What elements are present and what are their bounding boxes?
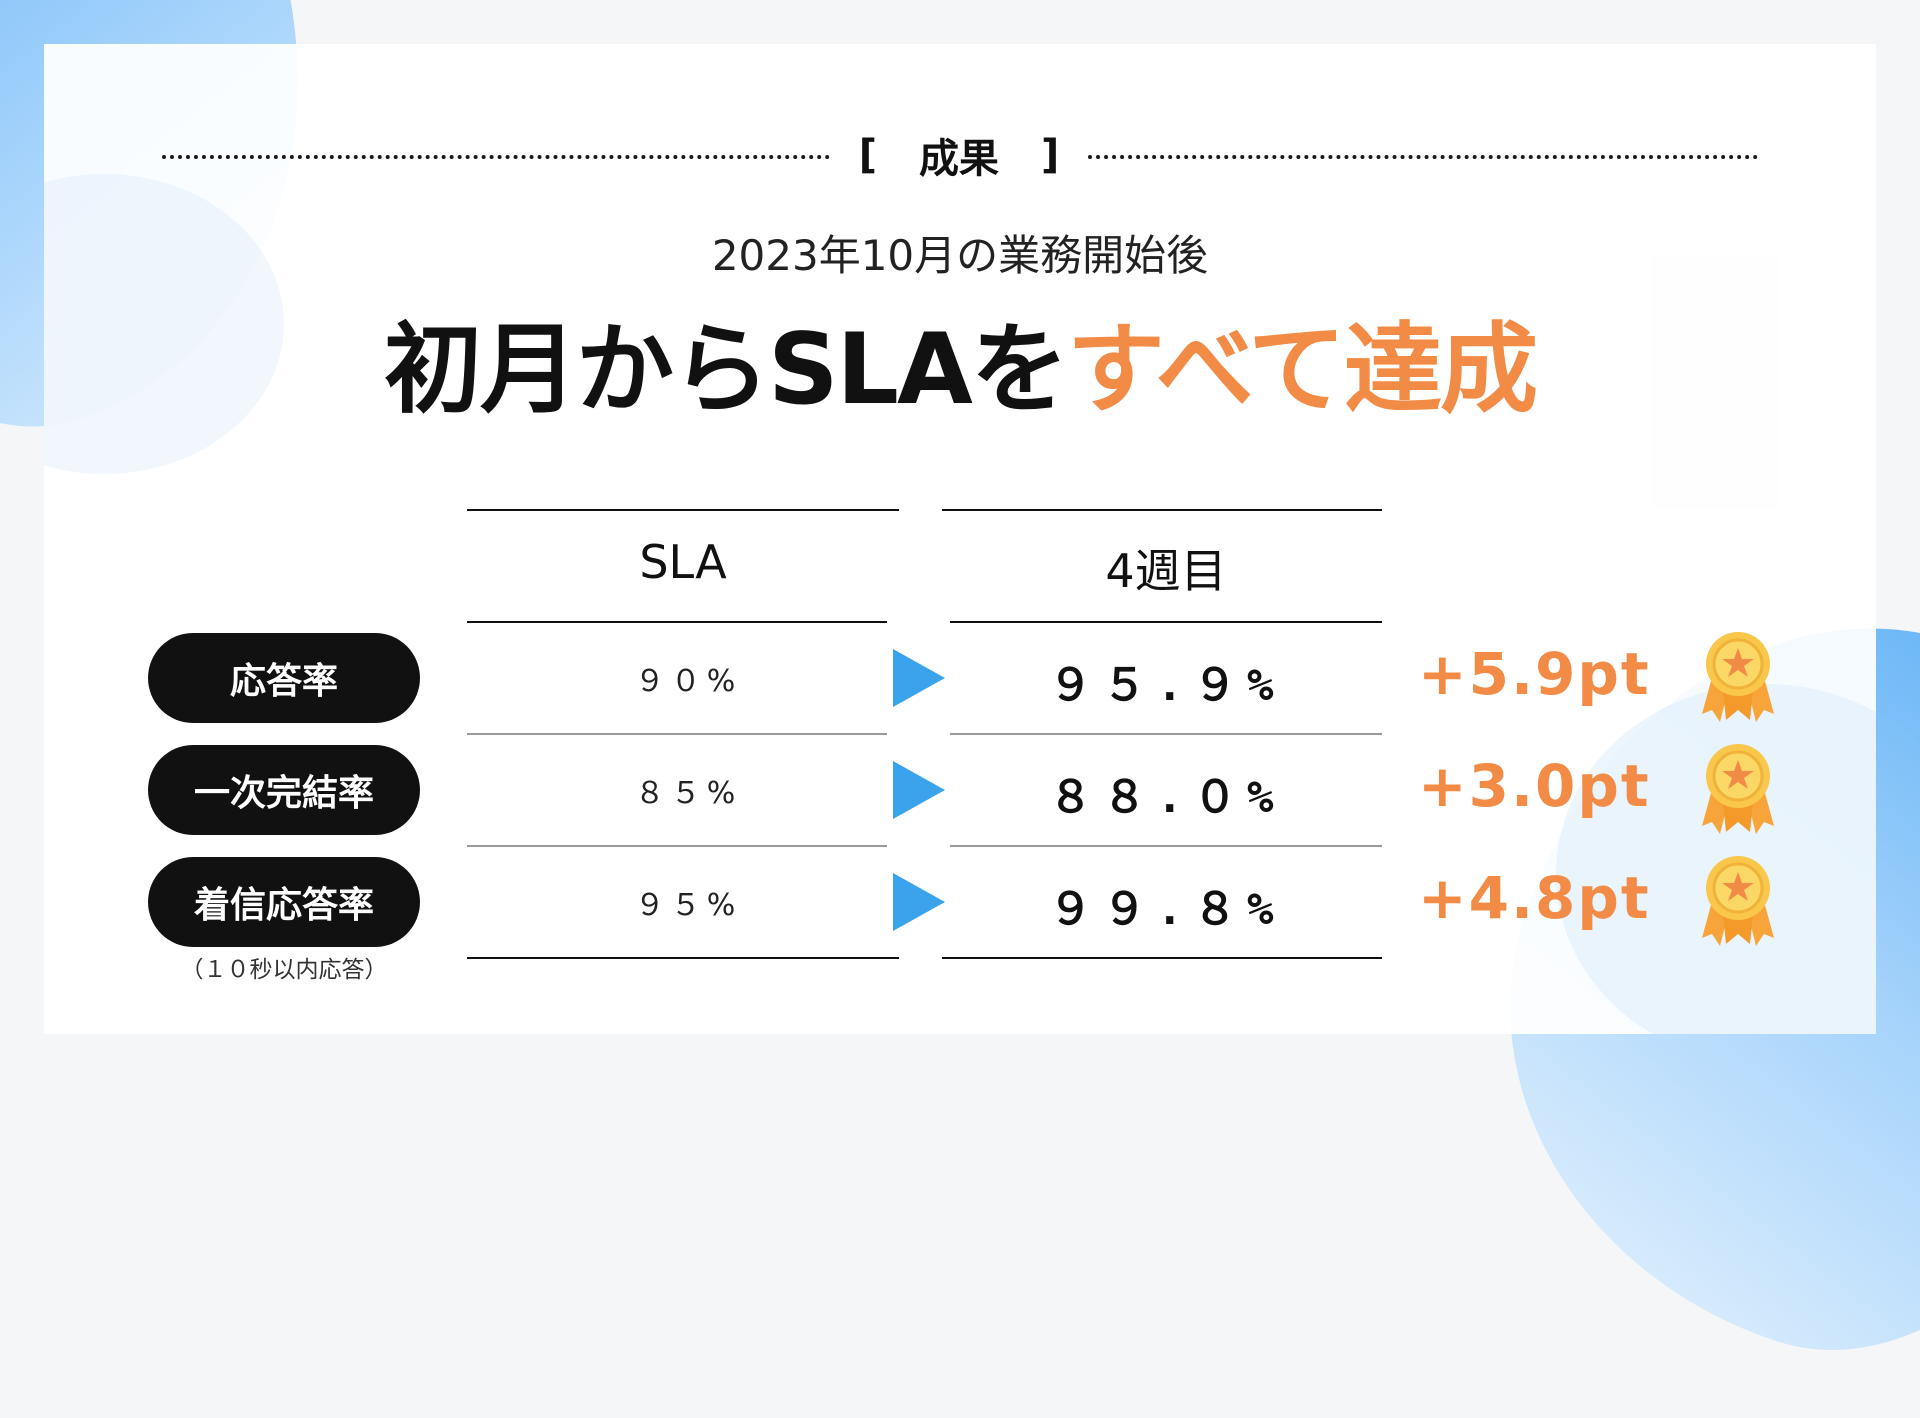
header-bottom-line-left: [467, 621, 887, 623]
headline-highlight: すべて達成: [1066, 313, 1538, 427]
gain-value: +5.9pt: [1418, 640, 1651, 708]
play-arrow-icon: [893, 649, 945, 707]
table-top-line-left: [467, 509, 899, 511]
award-medal-icon: [1702, 744, 1774, 834]
header-bottom-line-right: [950, 621, 1382, 623]
week4-result-value: ９９.８%: [1048, 884, 1284, 935]
section-label-text: 成果: [919, 136, 999, 182]
sla-target-value: ９５%: [634, 888, 742, 923]
row-label-pill: 応答率: [148, 633, 420, 723]
row-divider-1-right: [950, 733, 1382, 735]
section-label: [ 成果 ]: [833, 109, 1085, 201]
row-divider-1-left: [467, 733, 887, 735]
table-bottom-line-right: [942, 957, 1382, 959]
week4-result-value: ９５.９%: [1048, 660, 1284, 711]
row-divider-2-right: [950, 845, 1382, 847]
row-label-pill: 着信応答率: [148, 857, 420, 947]
headline-prefix: 初月からSLAを: [383, 313, 1069, 427]
column-header-sla: SLA: [639, 535, 727, 589]
section-header: [ 成果 ]: [0, 105, 1920, 205]
row-label-note: （１０秒以内応答）: [180, 957, 388, 983]
table-top-line-right: [942, 509, 1382, 511]
dotted-divider-right: [1088, 155, 1758, 159]
play-arrow-icon: [893, 873, 945, 931]
play-arrow-icon: [893, 761, 945, 819]
gain-value: +4.8pt: [1418, 864, 1651, 932]
gain-value: +3.0pt: [1418, 752, 1651, 820]
table-bottom-line-left: [467, 957, 899, 959]
row-label-pill: 一次完結率: [148, 745, 420, 835]
row-divider-2-left: [467, 845, 887, 847]
award-medal-icon: [1702, 856, 1774, 946]
headline: 初月からSLAをすべて達成: [0, 310, 1920, 430]
bracket-close: ]: [1041, 132, 1060, 178]
bracket-open: [: [858, 132, 877, 178]
sla-target-value: ９０%: [634, 664, 742, 699]
subtitle: 2023年10月の業務開始後: [711, 231, 1209, 280]
week4-result-value: ８８.０%: [1048, 772, 1284, 823]
award-medal-icon: [1702, 632, 1774, 722]
sla-target-value: ８５%: [634, 776, 742, 811]
dotted-divider-left: [162, 155, 830, 159]
column-header-week: 4週目: [1105, 544, 1227, 598]
